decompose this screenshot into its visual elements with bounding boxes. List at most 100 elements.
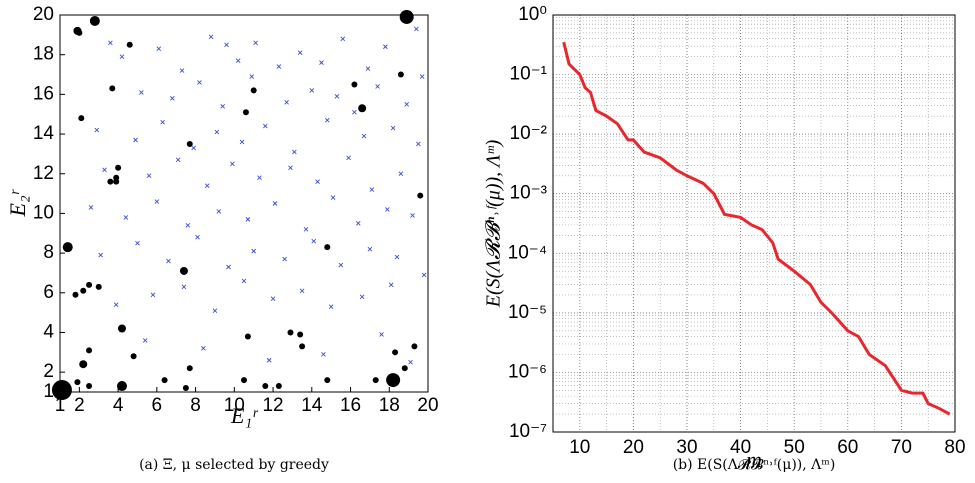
point [86, 347, 93, 354]
cross [276, 64, 282, 69]
y-tick-label: 10⁻¹ [510, 64, 548, 85]
y-tick-label: 8 [43, 242, 54, 263]
x-tick-label: 70 [891, 437, 912, 458]
cross [226, 264, 231, 270]
cross [160, 119, 165, 125]
cross [170, 96, 175, 101]
cross [216, 209, 222, 214]
x-tick-label: 30 [676, 437, 697, 458]
point [324, 244, 331, 251]
cross [94, 127, 100, 133]
cross [241, 278, 247, 284]
cross [146, 173, 152, 179]
cross [352, 109, 357, 115]
x-tick-label: 12 [262, 395, 283, 416]
cross [421, 272, 427, 278]
cross [379, 332, 384, 337]
y-tick-label: 10 [33, 202, 54, 223]
cross [324, 117, 330, 123]
line [562, 41, 951, 416]
x-tick-label: 10 [224, 395, 245, 416]
point [372, 377, 379, 384]
cross [150, 292, 156, 298]
cross [404, 101, 410, 107]
cross [239, 139, 245, 145]
cross [359, 294, 365, 300]
cross [328, 304, 334, 309]
point [115, 164, 122, 171]
point [411, 343, 418, 350]
cross [156, 46, 162, 52]
cross [390, 125, 396, 131]
point [186, 365, 193, 372]
cross [142, 338, 148, 343]
x-tick-label: 18 [379, 395, 400, 416]
point [182, 385, 189, 392]
cross [297, 50, 303, 56]
cross [361, 133, 367, 139]
cross [108, 40, 113, 46]
point [51, 380, 72, 401]
cross [235, 58, 241, 63]
point [287, 329, 294, 336]
point [401, 365, 408, 372]
cross [288, 165, 293, 171]
x-tick-label: 1 [55, 395, 66, 416]
cross [249, 74, 255, 79]
x-tick-label: 16 [340, 395, 361, 416]
y-tick-label: 10⁰ [518, 4, 547, 25]
cross [175, 157, 181, 163]
point [78, 115, 85, 122]
cross [394, 254, 400, 260]
cross [419, 74, 425, 79]
cross [282, 256, 287, 262]
point [242, 109, 249, 116]
cross [220, 103, 226, 109]
cross [398, 171, 404, 177]
cross [340, 36, 346, 42]
caption: (b) E(S(Λ𝓡𝓑ⁿ˒ᶠ(μ)), Λᵐ) [673, 457, 836, 473]
y-tick-label: 10⁻⁶ [508, 361, 547, 382]
cross [181, 284, 187, 290]
point [74, 379, 81, 386]
cross [365, 66, 371, 71]
cross [251, 248, 257, 254]
point [109, 85, 116, 92]
cross [272, 201, 278, 206]
y-tick-label: 4 [43, 321, 54, 342]
cross [197, 80, 202, 85]
cross [367, 246, 373, 252]
x-tick-label: 2 [74, 395, 85, 416]
point [117, 324, 126, 333]
x-tick-label: 8 [190, 395, 201, 416]
cross [375, 84, 380, 89]
point [76, 29, 83, 36]
point [392, 349, 399, 356]
cross [330, 195, 336, 200]
point [244, 333, 251, 340]
cross [270, 296, 276, 302]
x-tick-label: 4 [113, 395, 124, 416]
y-tick-label: 10⁻² [510, 123, 548, 144]
point [324, 377, 331, 384]
cross [414, 26, 419, 32]
cross [224, 42, 229, 48]
cross [88, 205, 94, 210]
cross [408, 359, 413, 365]
point [161, 377, 168, 384]
cross [201, 346, 206, 351]
cross [292, 149, 297, 155]
cross [266, 357, 272, 363]
x-tick-label: 6 [152, 395, 163, 416]
cross [315, 179, 320, 184]
y-tick-label: 1 [43, 381, 54, 402]
cross [319, 60, 324, 65]
cross [214, 129, 220, 135]
cross [195, 234, 200, 240]
cross [245, 217, 251, 222]
y-tick-label: 10⁻⁷ [509, 421, 547, 442]
cross [385, 207, 390, 212]
y-tick-label: 20 [33, 4, 54, 25]
y-tick-label: 16 [33, 83, 54, 104]
